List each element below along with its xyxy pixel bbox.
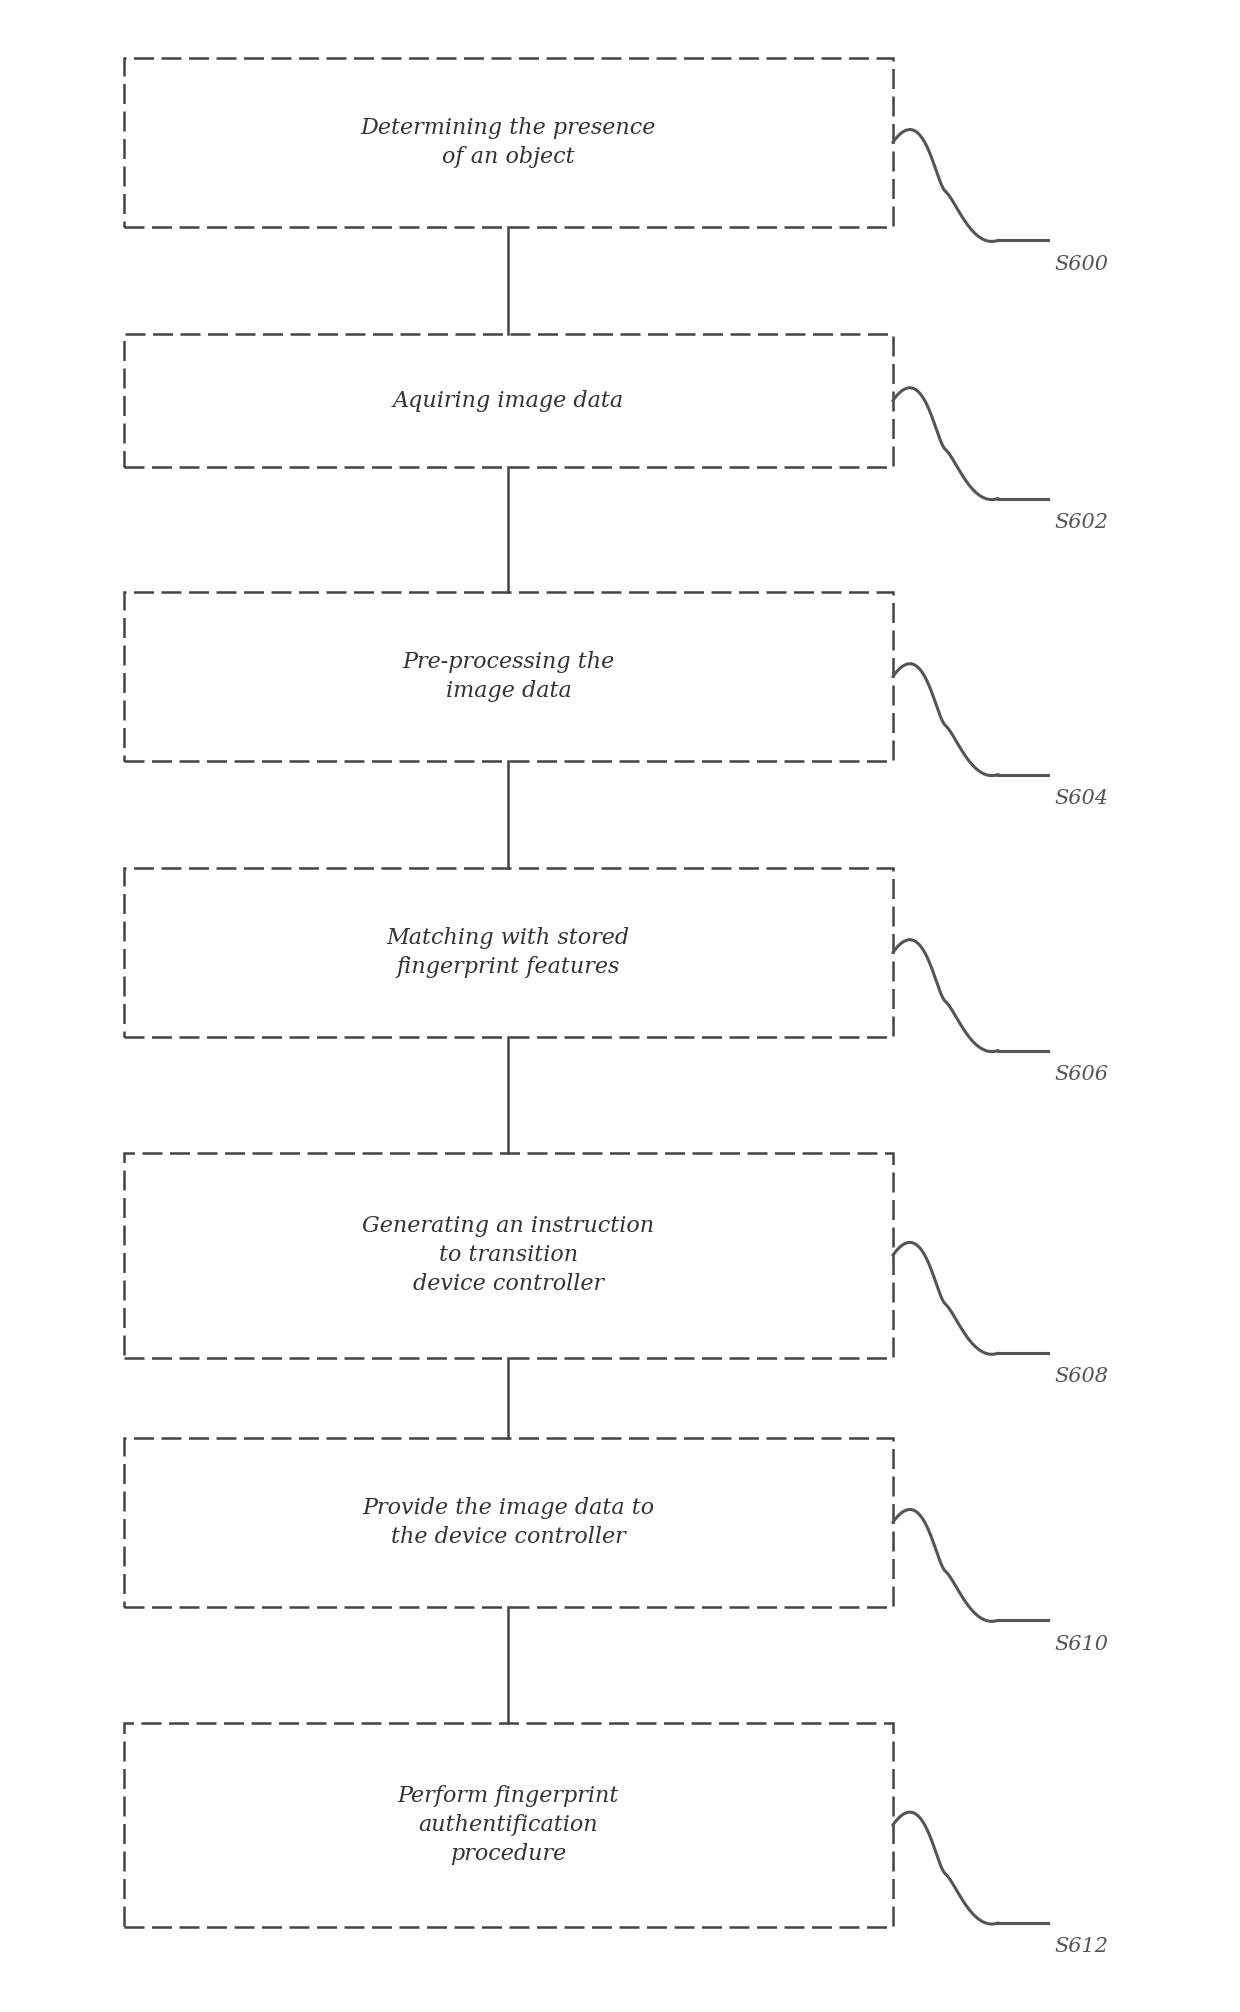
Text: S612: S612 — [1054, 1938, 1109, 1956]
Text: S610: S610 — [1054, 1634, 1109, 1654]
Text: S600: S600 — [1054, 256, 1109, 274]
FancyBboxPatch shape — [124, 1153, 893, 1358]
FancyBboxPatch shape — [124, 58, 893, 227]
Text: Perform fingerprint
authentification
procedure: Perform fingerprint authentification pro… — [398, 1785, 619, 1865]
Text: Provide the image data to
the device controller: Provide the image data to the device con… — [362, 1497, 655, 1547]
FancyBboxPatch shape — [124, 867, 893, 1036]
Text: Aquiring image data: Aquiring image data — [393, 390, 624, 412]
FancyBboxPatch shape — [124, 1722, 893, 1927]
FancyBboxPatch shape — [124, 592, 893, 761]
Text: Pre-processing the
image data: Pre-processing the image data — [402, 652, 615, 702]
Text: S606: S606 — [1054, 1064, 1109, 1084]
Text: Matching with stored
fingerprint features: Matching with stored fingerprint feature… — [387, 928, 630, 978]
Text: S608: S608 — [1054, 1368, 1109, 1386]
Text: S602: S602 — [1054, 513, 1109, 531]
FancyBboxPatch shape — [124, 334, 893, 467]
Text: S604: S604 — [1054, 789, 1109, 807]
FancyBboxPatch shape — [124, 1439, 893, 1608]
Text: Generating an instruction
to transition
device controller: Generating an instruction to transition … — [362, 1215, 655, 1296]
Text: Determining the presence
of an object: Determining the presence of an object — [361, 117, 656, 167]
